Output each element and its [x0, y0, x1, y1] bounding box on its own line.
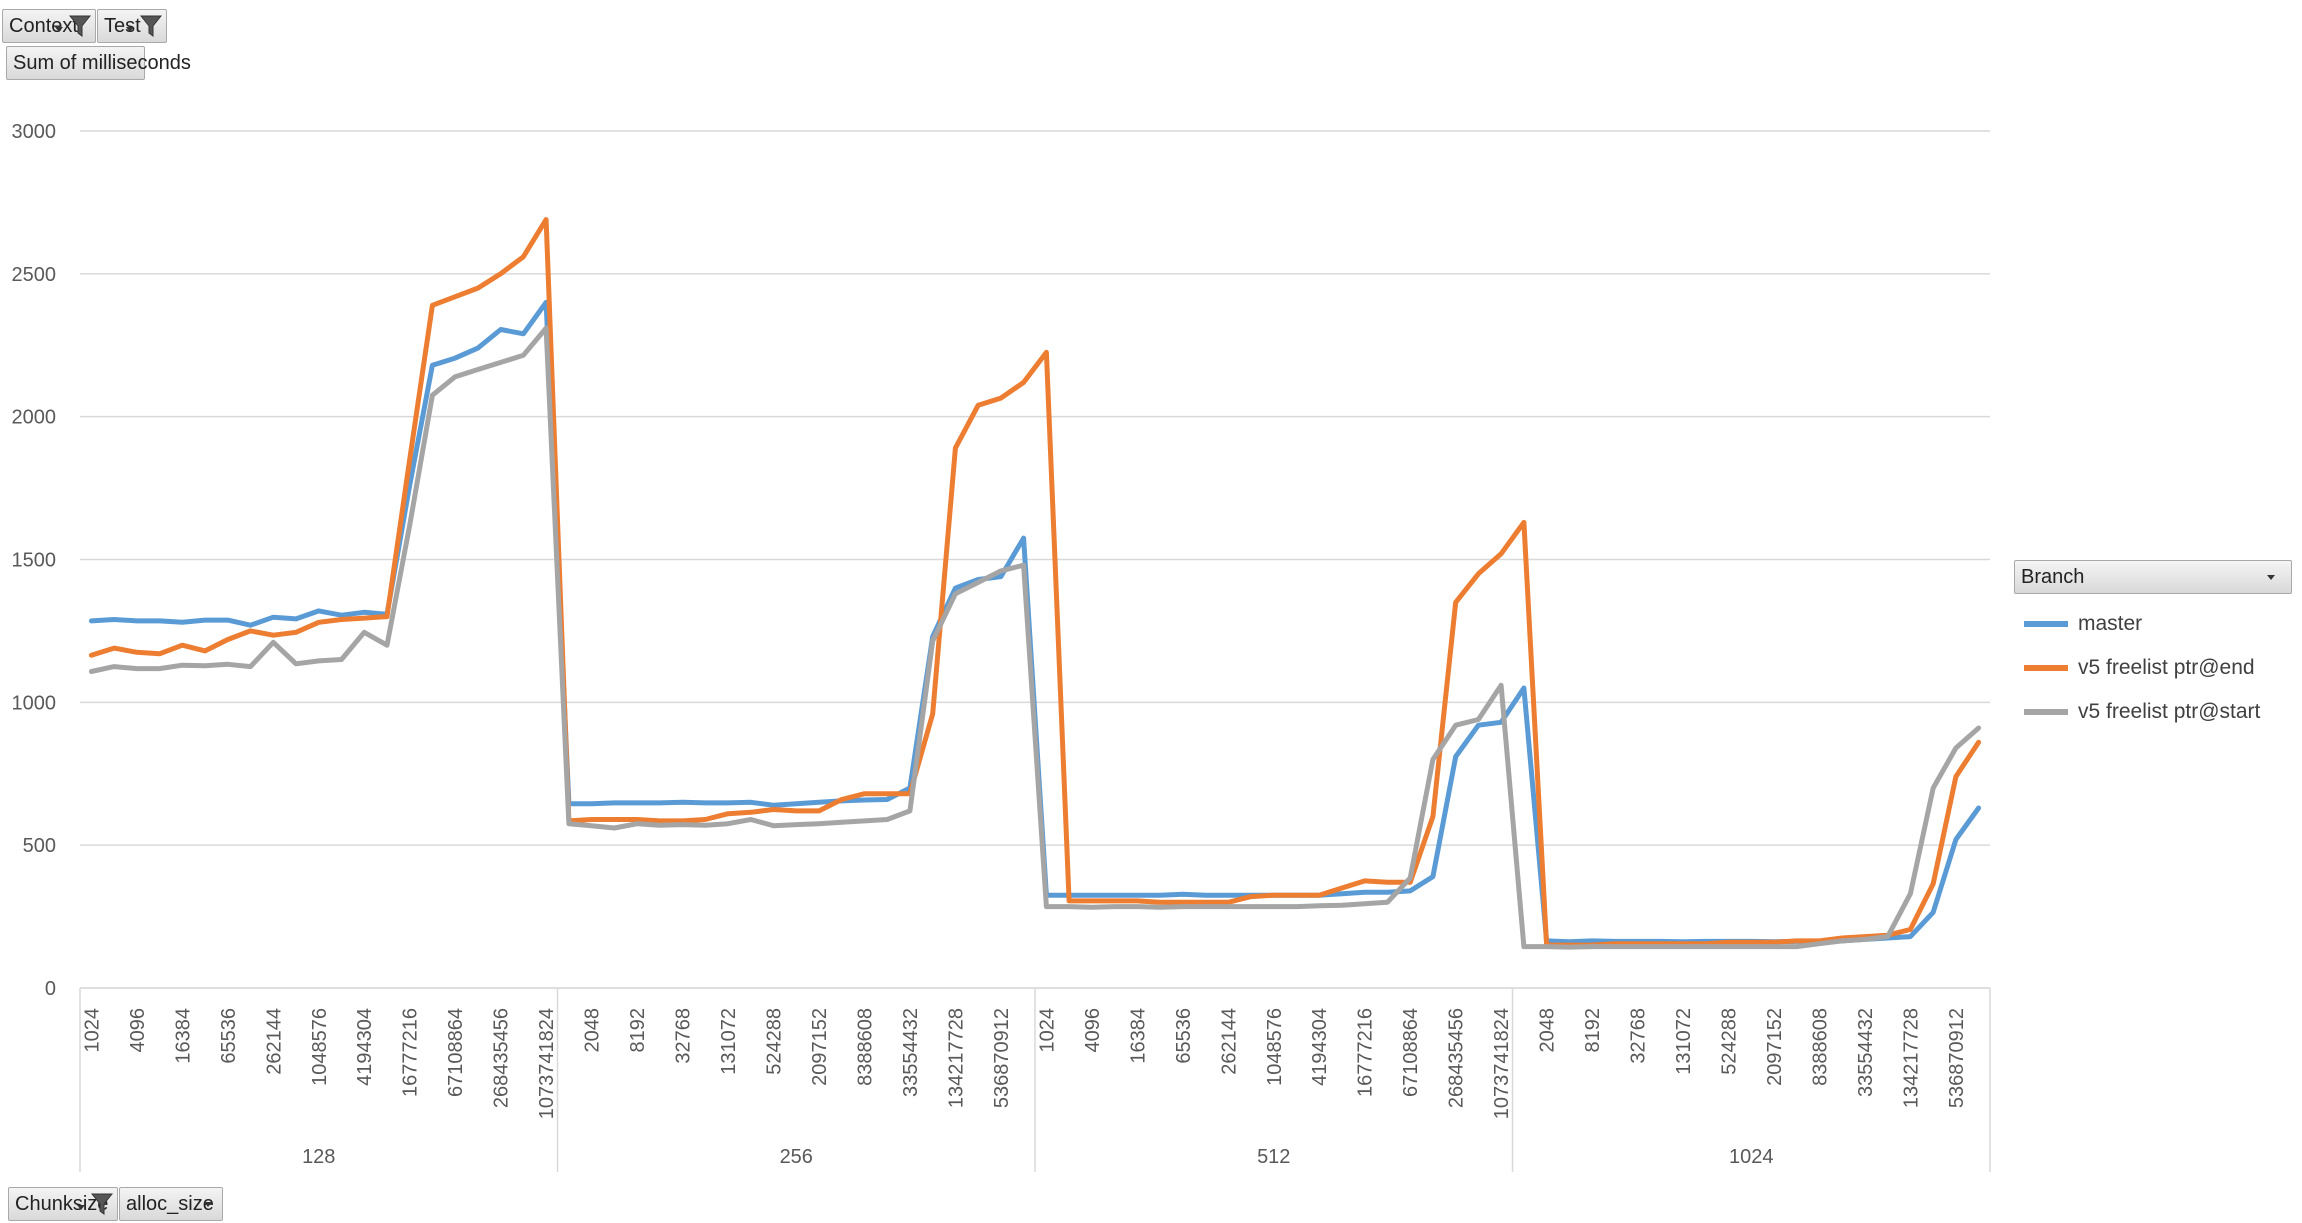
legend-title: Branch — [2021, 566, 2085, 588]
x-tick-label: 1073741824 — [536, 1008, 558, 1119]
filter-funnel-icon — [91, 1193, 113, 1215]
group-label: 512 — [1257, 1146, 1290, 1168]
y-tick-label: 0 — [45, 978, 56, 1000]
x-tick-label: 4194304 — [354, 1008, 376, 1086]
x-tick-label: 2048 — [1537, 1008, 1559, 1053]
x-tick-label: 134217728 — [945, 1008, 967, 1108]
x-tick-label: 8388608 — [1809, 1008, 1831, 1086]
y-tick-label: 1500 — [12, 550, 57, 572]
x-tick-label: 65536 — [218, 1008, 240, 1064]
x-tick-label: 32768 — [673, 1008, 695, 1064]
x-tick-label: 67108864 — [1400, 1008, 1422, 1097]
x-tick-label: 8192 — [1582, 1008, 1604, 1053]
alloc-size-filter-button[interactable]: alloc_size — [119, 1187, 223, 1221]
x-tick-label: 131072 — [1673, 1008, 1695, 1075]
value-field-button[interactable]: Sum of milliseconds — [6, 46, 191, 80]
legend-item[interactable]: v5 freelist ptr@end — [2014, 646, 2302, 690]
chevron-down-icon — [55, 27, 63, 32]
x-tick-label: 134217728 — [1900, 1008, 1922, 1108]
legend-swatch-ptr-end — [2024, 665, 2068, 671]
context-filter-button[interactable]: Context — [2, 9, 96, 43]
x-tick-label: 1048576 — [1264, 1008, 1286, 1086]
x-tick-label: 131072 — [718, 1008, 740, 1075]
x-tick-label: 16384 — [172, 1008, 194, 1064]
legend-label: v5 freelist ptr@end — [2078, 656, 2255, 679]
test-filter-button[interactable]: Test — [97, 9, 167, 43]
x-tick-label: 4194304 — [1309, 1008, 1331, 1086]
x-tick-label: 268435456 — [491, 1008, 513, 1108]
y-tick-label: 1000 — [12, 692, 57, 714]
x-tick-label: 16777216 — [1355, 1008, 1377, 1097]
group-label: 128 — [302, 1146, 335, 1168]
x-tick-label: 1024 — [81, 1008, 103, 1053]
x-tick-label: 67108864 — [445, 1008, 467, 1097]
y-tick-label: 3000 — [12, 121, 57, 143]
x-tick-label: 2048 — [582, 1008, 604, 1053]
filter-funnel-icon — [140, 15, 162, 37]
legend-label: master — [2078, 612, 2143, 635]
chevron-down-icon — [126, 27, 134, 32]
x-tick-label: 1024 — [1036, 1008, 1058, 1053]
y-tick-label: 2000 — [12, 407, 57, 429]
legend-item[interactable]: master — [2014, 602, 2302, 646]
x-tick-label: 268435456 — [1446, 1008, 1468, 1108]
group-label: 1024 — [1729, 1146, 1774, 1168]
x-tick-label: 8192 — [627, 1008, 649, 1053]
legend-swatch-master — [2024, 621, 2068, 627]
x-tick-label: 4096 — [1082, 1008, 1104, 1053]
x-tick-label: 524288 — [764, 1008, 786, 1075]
x-tick-label: 262144 — [263, 1008, 285, 1075]
chevron-down-icon — [2267, 575, 2275, 580]
x-tick-label: 33554432 — [900, 1008, 922, 1097]
x-tick-label: 4096 — [127, 1008, 149, 1053]
alloc-size-filter-label: alloc_size — [126, 1193, 214, 1215]
series-line-v5-freelist-ptr-end — [88, 217, 1982, 948]
group-label: 256 — [780, 1146, 813, 1168]
chunksize-filter-button[interactable]: Chunksize — [8, 1187, 118, 1221]
y-tick-label: 500 — [23, 835, 56, 857]
x-tick-label: 524288 — [1719, 1008, 1741, 1075]
x-tick-label: 2097152 — [809, 1008, 831, 1086]
x-tick-label: 33554432 — [1855, 1008, 1877, 1097]
x-tick-label: 2097152 — [1764, 1008, 1786, 1086]
x-tick-label: 65536 — [1173, 1008, 1195, 1064]
chevron-down-icon — [77, 1205, 85, 1210]
x-tick-label: 536870912 — [991, 1008, 1013, 1108]
chevron-down-icon — [204, 1202, 212, 1207]
series-line-v5-freelist-ptr-start — [88, 325, 1982, 950]
x-tick-label: 16777216 — [400, 1008, 422, 1097]
legend-label: v5 freelist ptr@start — [2078, 700, 2261, 723]
x-tick-label: 1073741824 — [1491, 1008, 1513, 1119]
x-tick-label: 16384 — [1127, 1008, 1149, 1064]
x-tick-label: 262144 — [1218, 1008, 1240, 1075]
x-tick-label: 32768 — [1628, 1008, 1650, 1064]
value-field-label: Sum of milliseconds — [13, 52, 191, 74]
legend: Branch master v5 freelist ptr@end v5 fre… — [2014, 560, 2302, 734]
filter-funnel-icon — [69, 15, 91, 37]
y-tick-label: 2500 — [12, 264, 57, 286]
x-tick-label: 536870912 — [1946, 1008, 1968, 1108]
chunksize-filter-label: Chunksize — [15, 1193, 109, 1215]
legend-item[interactable]: v5 freelist ptr@start — [2014, 690, 2302, 734]
legend-swatch-ptr-start — [2024, 709, 2068, 715]
x-tick-label: 1048576 — [309, 1008, 331, 1086]
x-tick-label: 8388608 — [854, 1008, 876, 1086]
branch-filter-button[interactable]: Branch — [2014, 560, 2292, 594]
